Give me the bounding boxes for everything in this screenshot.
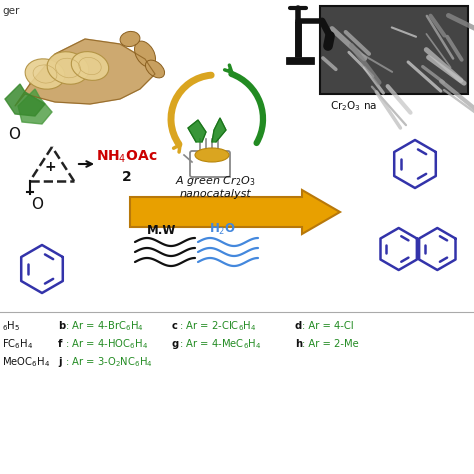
Polygon shape [188,120,206,142]
Text: MeOC$_6$H$_4$: MeOC$_6$H$_4$ [2,355,50,369]
Text: FC$_6$H$_4$: FC$_6$H$_4$ [2,337,33,351]
Text: b: b [58,321,65,331]
Bar [320,6,468,94]
Text: 2: 2 [122,170,132,184]
Ellipse shape [195,148,229,162]
Text: : Ar = 2-Me: : Ar = 2-Me [302,339,359,349]
Text: : Ar = 4-BrC$_6$H$_4$: : Ar = 4-BrC$_6$H$_4$ [65,319,144,333]
Text: $_6$H$_5$: $_6$H$_5$ [2,319,20,333]
Polygon shape [18,89,52,124]
Ellipse shape [47,52,89,84]
Ellipse shape [25,59,65,89]
Ellipse shape [120,31,140,46]
Polygon shape [15,39,155,106]
Bar [286,57,314,64]
Text: : Ar = 3-O$_2$NC$_6$H$_4$: : Ar = 3-O$_2$NC$_6$H$_4$ [65,355,153,369]
Text: nanocatalyst: nanocatalyst [179,189,251,199]
Text: NH$_4$OAc: NH$_4$OAc [96,149,158,165]
Text: g: g [172,339,179,349]
FancyArrow shape [130,190,340,234]
Text: c: c [172,321,178,331]
Text: d: d [295,321,302,331]
Text: ger: ger [2,6,19,16]
Text: f: f [58,339,63,349]
Polygon shape [5,84,45,116]
Text: h: h [295,339,302,349]
Ellipse shape [146,60,164,78]
Text: Cr$_2$O$_3$ na: Cr$_2$O$_3$ na [330,99,377,113]
Text: H$_2$O: H$_2$O [209,222,236,237]
FancyBboxPatch shape [190,151,230,177]
Text: : Ar = 2-ClC$_6$H$_4$: : Ar = 2-ClC$_6$H$_4$ [179,319,256,333]
Text: : Ar = 4-MeC$_6$H$_4$: : Ar = 4-MeC$_6$H$_4$ [179,337,262,351]
Text: +: + [44,160,56,174]
Ellipse shape [135,41,155,67]
Text: : Ar = 4-Cl: : Ar = 4-Cl [302,321,354,331]
Text: j: j [58,357,62,367]
Text: A green Cr$_2$O$_3$: A green Cr$_2$O$_3$ [175,174,255,188]
Text: M.W: M.W [147,224,177,237]
Text: O: O [31,197,43,212]
Ellipse shape [71,52,109,81]
Text: : Ar = 4-HOC$_6$H$_4$: : Ar = 4-HOC$_6$H$_4$ [65,337,148,351]
Text: O: O [8,127,20,142]
Polygon shape [212,118,226,142]
